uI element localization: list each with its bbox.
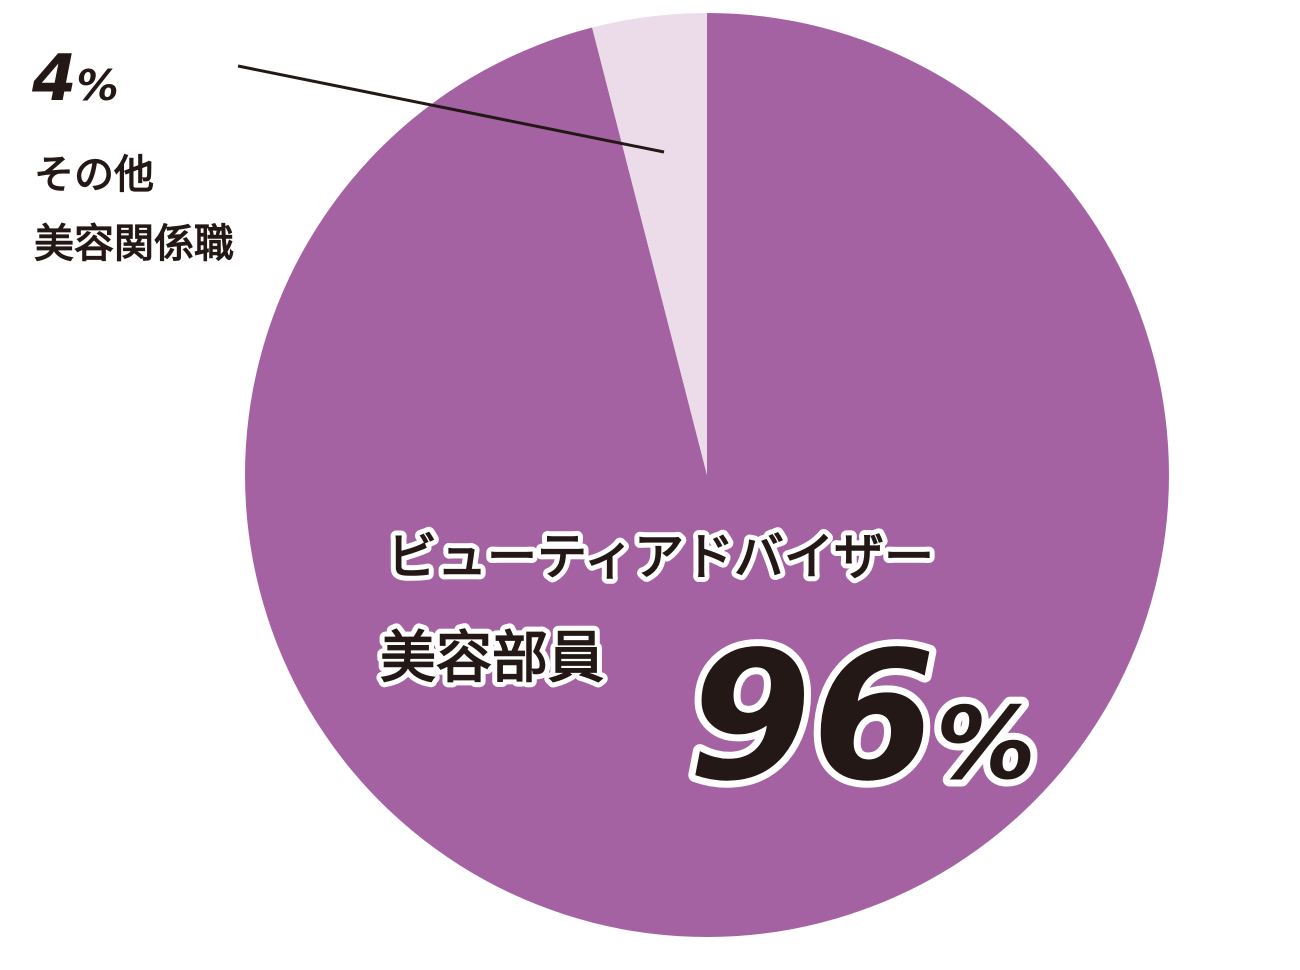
pie-slices bbox=[245, 12, 1170, 938]
value-label-other: 4% bbox=[31, 42, 119, 116]
pie-slice-main bbox=[245, 13, 1170, 938]
value-number-main: 96 bbox=[688, 613, 936, 820]
category-label-other-line1: その他 bbox=[34, 152, 154, 198]
percent-sign-main: % bbox=[936, 685, 1036, 802]
percent-sign-other: % bbox=[77, 61, 119, 110]
category-label-other-line2: 美容関係職 bbox=[34, 221, 234, 267]
leader-line-other bbox=[237, 64, 665, 154]
category-label-main-line1: ビューティアドバイザー bbox=[387, 528, 934, 586]
pie-slice-other bbox=[592, 12, 707, 475]
category-label-main-line2: 美容部員 bbox=[380, 626, 604, 691]
value-number-other: 4 bbox=[31, 42, 77, 116]
value-label-main: 96% bbox=[688, 613, 1036, 820]
